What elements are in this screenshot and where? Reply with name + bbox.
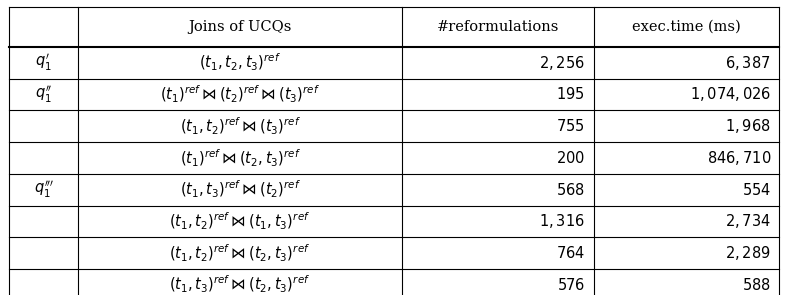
Text: $2,256$: $2,256$ bbox=[539, 54, 585, 72]
Text: $200$: $200$ bbox=[556, 150, 585, 166]
Text: $6,387$: $6,387$ bbox=[726, 54, 771, 72]
Text: $1,316$: $1,316$ bbox=[539, 212, 585, 231]
Text: $1,074,026$: $1,074,026$ bbox=[690, 86, 771, 103]
Text: $846,710$: $846,710$ bbox=[707, 149, 771, 167]
Text: Joins of UCQs: Joins of UCQs bbox=[188, 20, 292, 34]
Text: $1,968$: $1,968$ bbox=[725, 117, 771, 135]
Text: $(t_1,t_2,t_3)^{ref}$: $(t_1,t_2,t_3)^{ref}$ bbox=[199, 52, 281, 73]
Text: $(t_1,t_3)^{ref} \bowtie (t_2,t_3)^{ref}$: $(t_1,t_3)^{ref} \bowtie (t_2,t_3)^{ref}… bbox=[169, 274, 310, 295]
Text: $764$: $764$ bbox=[556, 245, 585, 261]
Text: $755$: $755$ bbox=[556, 118, 585, 134]
Text: $(t_1,t_2)^{ref} \bowtie (t_3)^{ref}$: $(t_1,t_2)^{ref} \bowtie (t_3)^{ref}$ bbox=[180, 116, 300, 137]
Text: $576$: $576$ bbox=[557, 277, 585, 293]
Text: $588$: $588$ bbox=[742, 277, 771, 293]
Text: $(t_1,t_2)^{ref} \bowtie (t_1,t_3)^{ref}$: $(t_1,t_2)^{ref} \bowtie (t_1,t_3)^{ref}… bbox=[169, 211, 310, 232]
Text: $(t_1,t_2)^{ref} \bowtie (t_2,t_3)^{ref}$: $(t_1,t_2)^{ref} \bowtie (t_2,t_3)^{ref}… bbox=[169, 242, 310, 264]
Text: $568$: $568$ bbox=[556, 182, 585, 198]
Text: $554$: $554$ bbox=[742, 182, 771, 198]
Text: $q_1'$: $q_1'$ bbox=[35, 52, 52, 73]
Text: $q_1'''$: $q_1'''$ bbox=[34, 179, 54, 200]
Text: $2,289$: $2,289$ bbox=[725, 244, 771, 262]
Text: exec.time (ms): exec.time (ms) bbox=[632, 20, 741, 34]
Text: $195$: $195$ bbox=[556, 86, 585, 103]
Text: $(t_1)^{ref} \bowtie (t_2,t_3)^{ref}$: $(t_1)^{ref} \bowtie (t_2,t_3)^{ref}$ bbox=[180, 147, 300, 169]
Text: $2,734$: $2,734$ bbox=[725, 212, 771, 231]
Text: $(t_1)^{ref} \bowtie (t_2)^{ref} \bowtie (t_3)^{ref}$: $(t_1)^{ref} \bowtie (t_2)^{ref} \bowtie… bbox=[160, 84, 320, 105]
Text: $q_1''$: $q_1''$ bbox=[35, 84, 53, 105]
Text: #reformulations: #reformulations bbox=[437, 20, 559, 34]
Text: $(t_1,t_3)^{ref} \bowtie (t_2)^{ref}$: $(t_1,t_3)^{ref} \bowtie (t_2)^{ref}$ bbox=[180, 179, 300, 200]
